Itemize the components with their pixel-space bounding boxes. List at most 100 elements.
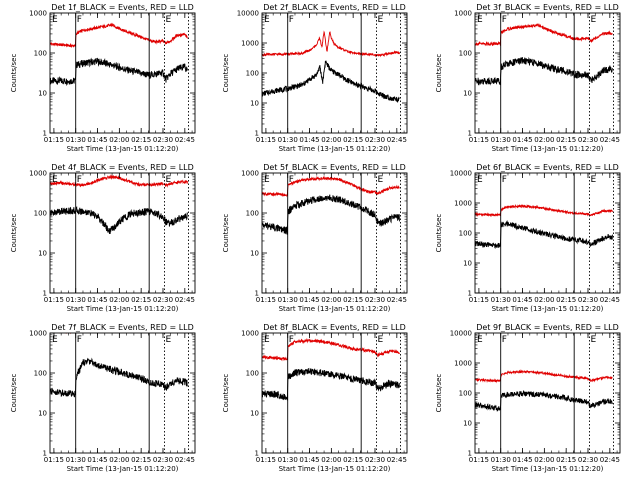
x-tick-label: 01:30 xyxy=(66,296,86,304)
y-tick-label: 10000 xyxy=(450,330,472,338)
series-line-lld xyxy=(475,203,613,218)
y-axis-label: Counts/sec xyxy=(222,54,230,93)
series-line-events xyxy=(475,389,613,412)
x-tick-label: 01:45 xyxy=(299,456,319,464)
marker-label: E xyxy=(264,175,270,185)
series-line-events xyxy=(262,60,400,103)
x-axis-label: Start Time (13-Jan-15 01:12:20) xyxy=(279,305,391,313)
plot-frame xyxy=(474,12,621,134)
series-line-events xyxy=(262,194,400,235)
x-tick-label: 01:30 xyxy=(491,456,511,464)
y-tick-label: 1000 xyxy=(241,40,259,48)
y-tick-label: 1000 xyxy=(29,170,47,178)
series-line-events xyxy=(262,367,400,401)
marker-label: E xyxy=(590,175,596,185)
plot-frame xyxy=(49,12,196,134)
x-tick-label: 01:45 xyxy=(512,296,532,304)
y-axis-label: Counts/sec xyxy=(222,214,230,253)
x-tick-label: 02:00 xyxy=(109,136,129,144)
plot-data-area xyxy=(50,22,188,87)
x-axis-label: Start Time (13-Jan-15 01:12:20) xyxy=(492,305,604,313)
y-tick-label: 10 xyxy=(250,250,259,258)
panel-title: Det 1f_BLACK = Events, RED = LLD xyxy=(51,3,194,12)
y-axis-label: Counts/sec xyxy=(10,214,18,253)
x-tick-label: 01:30 xyxy=(66,456,86,464)
x-tick-label: 01:15 xyxy=(44,136,64,144)
x-tick-label: 02:15 xyxy=(131,296,151,304)
plot-panel-det-8: Det 8f_BLACK = Events, RED = LLD E F E 1 10 10… xyxy=(222,323,408,473)
marker-label: F xyxy=(502,335,507,345)
x-tick-label: 02:00 xyxy=(534,456,554,464)
plot-panel-det-3: Det 3f_BLACK = Events, RED = LLD E F E 1 10 10… xyxy=(435,3,621,153)
x-tick-label: 02:15 xyxy=(556,136,576,144)
x-tick-label: 02:00 xyxy=(321,456,341,464)
y-tick-label: 1000 xyxy=(454,10,472,18)
marker-label: F xyxy=(289,175,294,185)
marker-label: E xyxy=(377,15,383,25)
x-tick-label: 01:30 xyxy=(491,136,511,144)
y-axis-label: Counts/sec xyxy=(435,54,443,93)
marker-label: E xyxy=(477,335,483,345)
y-axis-label: Counts/sec xyxy=(222,374,230,413)
series-line-lld xyxy=(475,369,613,384)
x-tick-label: 02:30 xyxy=(365,136,385,144)
y-tick-label: 1 xyxy=(468,450,472,458)
x-axis-label: Start Time (13-Jan-15 01:12:20) xyxy=(67,305,179,313)
x-tick-label: 01:15 xyxy=(256,136,276,144)
marker-label: F xyxy=(77,175,82,185)
x-axis-label: Start Time (13-Jan-15 01:12:20) xyxy=(67,465,179,473)
y-tick-label: 10 xyxy=(38,410,47,418)
plot-panel-det-4: Det 4f_BLACK = Events, RED = LLD E F E 1 10 10… xyxy=(10,163,196,313)
plot-frame xyxy=(261,12,408,134)
plot-data-area xyxy=(262,337,400,401)
x-tick-label: 02:15 xyxy=(131,456,151,464)
x-tick-label: 01:45 xyxy=(299,296,319,304)
marker-label: E xyxy=(165,335,171,345)
x-tick-label: 02:15 xyxy=(343,296,363,304)
x-tick-label: 02:45 xyxy=(387,456,407,464)
x-axis-label: Start Time (13-Jan-15 01:12:20) xyxy=(279,465,391,473)
x-tick-label: 01:15 xyxy=(469,136,489,144)
y-tick-label: 10 xyxy=(463,260,472,268)
x-tick-label: 02:30 xyxy=(365,296,385,304)
series-line-lld xyxy=(262,337,400,362)
y-tick-label: 1 xyxy=(43,290,47,298)
x-tick-label: 02:30 xyxy=(578,456,598,464)
x-tick-label: 01:45 xyxy=(87,136,107,144)
y-tick-label: 10 xyxy=(463,420,472,428)
series-line-events xyxy=(50,357,188,398)
marker-label: F xyxy=(289,335,294,345)
panel-title: Det 7f_BLACK = Events, RED = LLD xyxy=(51,323,194,332)
x-tick-label: 02:45 xyxy=(175,136,195,144)
plot-data-area xyxy=(262,30,400,103)
x-tick-label: 01:15 xyxy=(469,456,489,464)
y-tick-label: 100 xyxy=(246,370,259,378)
y-tick-label: 1 xyxy=(468,290,472,298)
x-tick-label: 02:00 xyxy=(534,136,554,144)
x-tick-label: 02:00 xyxy=(109,296,129,304)
plot-data-area xyxy=(475,369,613,412)
y-tick-label: 1 xyxy=(255,130,259,138)
x-tick-label: 02:00 xyxy=(321,296,341,304)
x-tick-label: 02:45 xyxy=(175,456,195,464)
y-tick-label: 10000 xyxy=(450,170,472,178)
x-tick-label: 01:15 xyxy=(44,296,64,304)
marker-label: E xyxy=(264,15,270,25)
x-tick-label: 01:45 xyxy=(87,456,107,464)
y-tick-label: 10000 xyxy=(237,10,259,18)
x-tick-label: 01:30 xyxy=(278,136,298,144)
x-axis-label: Start Time (13-Jan-15 01:12:20) xyxy=(492,145,604,153)
series-line-lld xyxy=(262,175,400,198)
y-tick-label: 100 xyxy=(246,210,259,218)
y-tick-label: 100 xyxy=(246,70,259,78)
plot-frame xyxy=(49,172,196,294)
y-tick-label: 10 xyxy=(463,90,472,98)
series-line-lld xyxy=(475,23,613,47)
y-axis-label: Counts/sec xyxy=(435,374,443,413)
y-tick-label: 100 xyxy=(34,370,47,378)
y-axis-label: Counts/sec xyxy=(435,214,443,253)
x-tick-label: 02:45 xyxy=(387,296,407,304)
series-line-events xyxy=(475,219,613,249)
panel-title: Det 3f_BLACK = Events, RED = LLD xyxy=(476,3,619,12)
